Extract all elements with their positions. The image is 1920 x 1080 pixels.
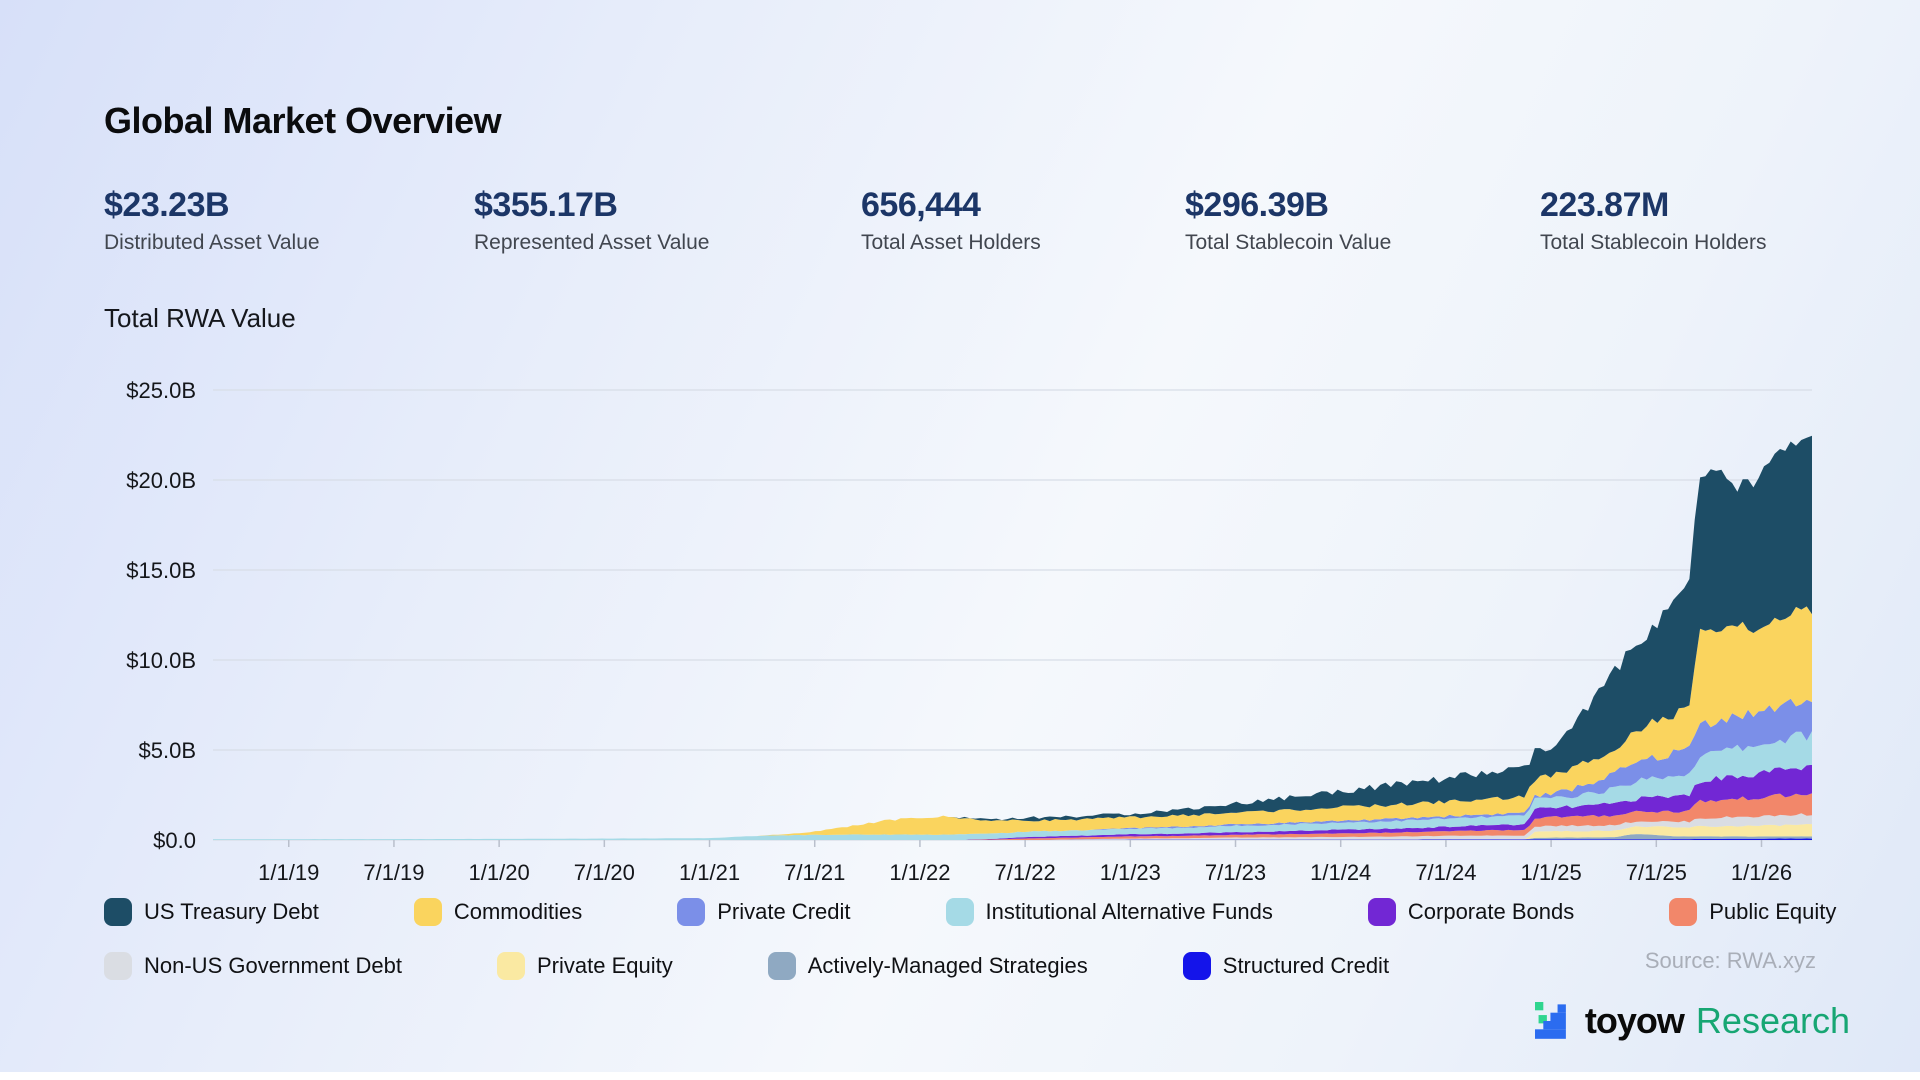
legend-item[interactable]: Commodities [413,898,583,926]
brand-logo: toyow Research [1534,1000,1850,1042]
stat-value: 223.87M [1540,186,1669,224]
source-note: Source: RWA.xyz [1644,948,1816,973]
toyow-pixel-icon [1534,1002,1566,1039]
stats-row: $23.23B Distributed Asset Value $355.17B… [0,188,1920,258]
chart-title: Total RWA Value [104,303,296,333]
x-axis-label: 1/1/19 [258,860,319,885]
y-axis-label: $0.0 [153,828,196,853]
legend-swatch-icon [1182,952,1211,980]
stat-label: Total Stablecoin Holders [1540,231,1767,254]
legend-swatch-icon [497,952,525,980]
area-series-structured-credit[interactable] [213,838,1812,841]
chart-legend-row-2: Non-US Government Debt Private Equity Acti… [104,952,1389,980]
legend-item-label: Public Equity [1709,899,1837,924]
stat-total-stablecoin-value: $296.39B Total Stablecoin Value [1185,188,1391,255]
legend-swatch-icon [1669,898,1698,926]
stat-label: Represented Asset Value [474,231,710,254]
chart-legend-row-1: US Treasury Debt Commodities Private Credi… [104,898,1836,926]
legend-item[interactable]: Corporate Bonds [1367,898,1575,926]
x-axis-label: 7/1/19 [363,860,424,885]
y-axis-label: $15.0B [126,558,196,583]
legend-swatch-icon [104,952,132,980]
x-axis-label: 1/1/24 [1310,860,1371,885]
x-axis-label: 7/1/23 [1205,860,1266,885]
brand-name: toyow [1584,1000,1685,1041]
x-axis-label: 7/1/20 [574,860,635,885]
stat-value: $296.39B [1185,186,1329,224]
legend-swatch-icon [1367,898,1396,926]
legend-item-label: Private Equity [537,953,673,978]
stat-value: 656,444 [861,186,981,224]
x-axis-label: 1/1/25 [1521,860,1582,885]
legend-item-label: Structured Credit [1222,953,1390,978]
x-axis-label: 1/1/22 [889,860,950,885]
x-axis-label: 7/1/21 [784,860,845,885]
stat-represented-asset-value: $355.17B Represented Asset Value [474,188,709,255]
page-title: Global Market Overview [104,100,502,141]
legend-item[interactable]: Public Equity [1669,898,1836,926]
stat-value: $23.23B [104,186,230,224]
legend-item[interactable]: Non-US Government Debt [104,952,402,980]
legend-item[interactable]: US Treasury Debt [104,898,319,926]
legend-item-label: Corporate Bonds [1407,899,1575,924]
legend-item-label: Non-US Government Debt [144,953,402,978]
x-axis-label: 1/1/20 [469,860,530,885]
legend-swatch-icon [767,952,796,980]
rwa-stacked-area-chart[interactable]: $0.0 $5.0B $10.0B $15.0B $20.0B $25.0B 1/1/19 7… [0,380,1920,890]
x-axis-label: 7/1/24 [1415,860,1476,885]
y-axis-label: $20.0B [126,468,196,493]
legend-item-label: Institutional Alternative Funds [985,899,1273,924]
area-series-actively-managed-strategies[interactable] [213,834,1812,840]
stat-label: Distributed Asset Value [104,231,320,254]
x-axis-label: 1/1/23 [1100,860,1161,885]
x-axis-label: 7/1/25 [1626,860,1687,885]
legend-swatch-icon [677,898,706,926]
stat-label: Total Stablecoin Value [1185,231,1392,254]
legend-swatch-icon [413,898,442,926]
legend-item-label: Private Credit [717,899,851,924]
brand-suffix: Research [1695,1000,1850,1041]
legend-item[interactable]: Private Equity [497,952,673,980]
legend-swatch-icon [945,898,974,926]
legend-item[interactable]: Private Credit [677,898,851,926]
x-axis-label: 7/1/22 [995,860,1056,885]
x-axis-label: 1/1/21 [679,860,740,885]
legend-item[interactable]: Institutional Alternative Funds [945,898,1273,926]
legend-item-label: US Treasury Debt [144,899,319,924]
stat-distributed-asset-value: $23.23B Distributed Asset Value [104,188,320,255]
legend-item[interactable]: Actively-Managed Strategies [767,952,1088,980]
legend-item[interactable]: Structured Credit [1182,952,1390,980]
y-axis-label: $5.0B [139,738,197,763]
stat-label: Total Asset Holders [861,231,1041,254]
legend-item-label: Commodities [453,899,583,924]
y-axis-label: $10.0B [126,648,196,673]
stat-total-asset-holders: 656,444 Total Asset Holders [861,188,1041,255]
legend-item-label: Actively-Managed Strategies [807,953,1088,978]
y-axis-label: $25.0B [126,380,196,403]
legend-swatch-icon [104,898,132,926]
stat-value: $355.17B [474,186,618,224]
stat-total-stablecoin-holders: 223.87M Total Stablecoin Holders [1540,188,1766,255]
x-axis-label: 1/1/26 [1731,860,1792,885]
